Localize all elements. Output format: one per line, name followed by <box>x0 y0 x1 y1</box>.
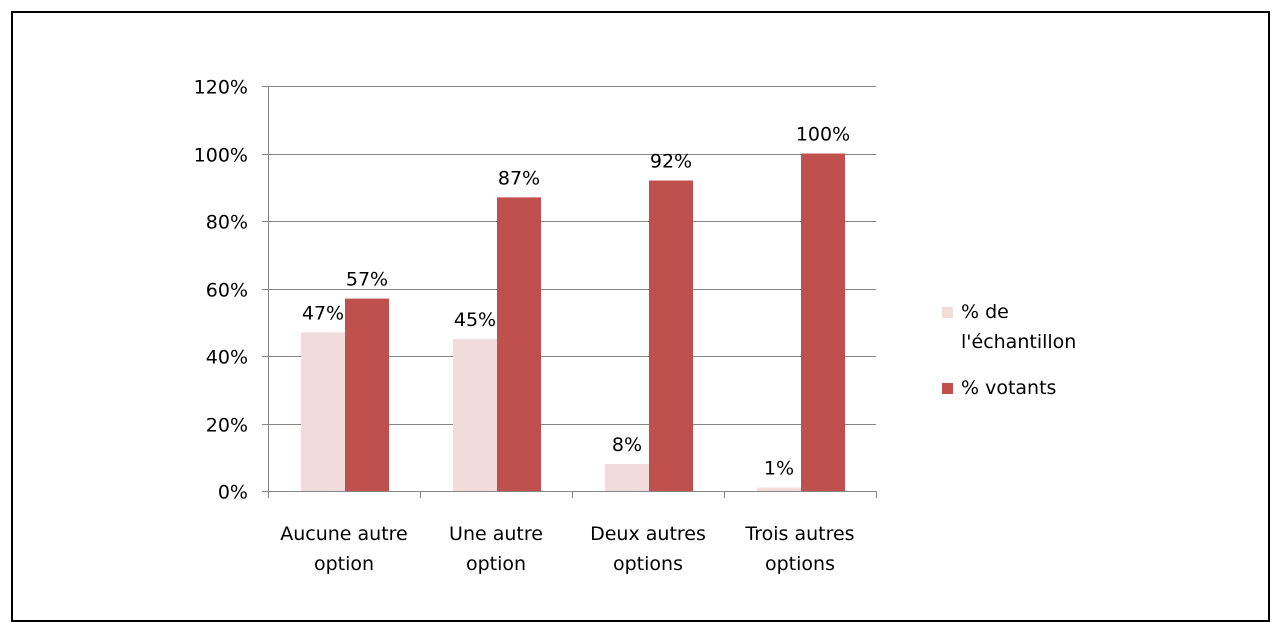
bar <box>801 153 845 491</box>
x-tick-label: Trois autres options <box>744 523 854 575</box>
bar <box>345 298 389 491</box>
data-label: 47% <box>302 302 344 324</box>
x-tick-label: Deux autres options <box>590 523 706 575</box>
chart-frame <box>11 11 1270 622</box>
y-tick-label: 100% <box>194 145 248 167</box>
legend-label: % de l'échantillon <box>961 301 1076 353</box>
legend-label-line: l'échantillon <box>961 331 1076 353</box>
x-tick-label: Aucune autre option <box>280 523 408 575</box>
data-label: 87% <box>498 167 540 189</box>
bar <box>649 180 693 491</box>
x-tick-label-line: Une autre <box>449 523 543 545</box>
x-tick-label-line: option <box>466 553 526 575</box>
x-axis-tick-labels: Aucune autre option Une autre option Deux au… <box>280 523 854 575</box>
y-tick-label: 120% <box>194 77 248 99</box>
legend-label: % votants <box>961 377 1056 399</box>
bar <box>301 332 345 491</box>
y-tick-label: 80% <box>206 212 248 234</box>
x-tick-label: Une autre option <box>449 523 543 575</box>
legend: % de l'échantillon % votants <box>942 301 1076 399</box>
data-label: 57% <box>346 269 388 291</box>
legend-swatch <box>942 383 953 394</box>
x-tick-label-line: Trois autres <box>744 523 854 545</box>
bars <box>301 153 845 491</box>
data-labels: 47%57% 45% 87% 8% 92% 1% 100% <box>302 124 850 480</box>
y-tick-label: 60% <box>206 280 248 302</box>
data-label: 8% <box>612 434 642 456</box>
axes <box>262 86 877 498</box>
legend-label-line: % votants <box>961 377 1056 399</box>
x-tick-label-line: Aucune autre <box>280 523 408 545</box>
bar <box>605 464 649 491</box>
legend-label-line: % de <box>961 301 1009 323</box>
y-axis-tick-labels: 0% 20% 40% 60% 80% 100% 120% <box>194 77 248 504</box>
y-tick-label: 20% <box>206 415 248 437</box>
data-label: 100% <box>796 124 850 146</box>
x-tick-label-line: option <box>314 553 374 575</box>
y-tick-label: 0% <box>218 482 248 504</box>
legend-swatch <box>942 307 953 318</box>
y-tick-label: 40% <box>206 347 248 369</box>
data-label: 92% <box>650 151 692 173</box>
x-tick-label-line: options <box>765 553 835 575</box>
bar <box>757 487 801 491</box>
data-label: 45% <box>454 309 496 331</box>
bar <box>453 339 497 491</box>
x-tick-label-line: Deux autres <box>590 523 706 545</box>
bar <box>497 197 541 491</box>
x-tick-label-line: options <box>613 553 683 575</box>
data-label: 1% <box>764 458 794 480</box>
